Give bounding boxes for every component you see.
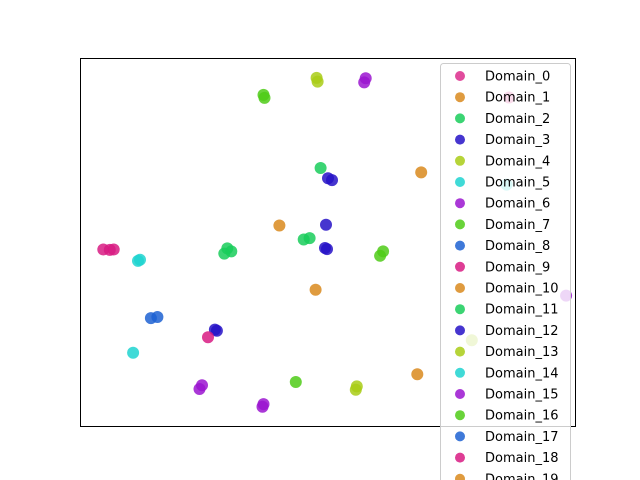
point-domain-1-1 [273,219,286,232]
legend-marker-domain-13 [455,346,465,357]
point-domain-5-2 [132,254,144,267]
legend-label-domain-1: Domain_1 [485,91,550,106]
legend-label-domain-18: Domain_18 [485,451,559,466]
legend-marker-domain-17 [455,431,465,442]
legend-label-domain-15: Domain_15 [485,388,559,403]
point-domain-4-1 [311,75,324,88]
legend-label-domain-10: Domain_10 [485,282,559,297]
legend-label-domain-5: Domain_5 [485,176,550,191]
legend-label-domain-0: Domain_0 [485,70,550,85]
legend-marker-domain-18 [455,452,465,463]
legend-marker-domain-3 [455,134,465,145]
point-domain-3-4 [321,243,333,256]
legend-label-domain-6: Domain_6 [485,197,550,212]
legend-label-domain-13: Domain_13 [485,345,559,360]
point-domain-7-3 [374,249,387,262]
legend-marker-domain-5 [455,177,465,187]
legend-label-domain-11: Domain_11 [485,303,559,318]
legend-label-domain-12: Domain_12 [485,324,559,339]
point-domain-1-2 [309,283,322,296]
plot-points [97,71,573,413]
legend-marker-domain-19 [455,473,465,480]
legend-marker-domain-15 [455,389,465,399]
point-domain-7-1 [258,91,271,104]
point-domain-4-3 [349,383,362,396]
legend-label-domain-19: Domain_19 [485,472,559,480]
legend-marker-domain-10 [455,283,465,293]
point-domain-5-3 [127,346,140,359]
legend-marker-domain-12 [455,325,465,336]
point-domain-9-3 [202,331,214,344]
legend-marker-domain-9 [455,261,465,272]
point-domain-3-1 [326,174,338,187]
legend-marker-domain-7 [455,219,465,230]
legend-marker-domain-16 [455,410,465,421]
legend-label-domain-8: Domain_8 [485,239,550,254]
legend-label-domain-16: Domain_16 [485,409,559,424]
legend-box [440,63,571,480]
legend-marker-domain-2 [455,113,465,124]
point-domain-9-2 [107,243,120,256]
point-domain-1-3 [411,368,424,381]
legend-label-domain-4: Domain_4 [485,154,550,169]
point-domain-3-2 [320,218,332,231]
point-domain-6-4 [193,383,206,395]
legend-marker-domain-4 [455,155,465,166]
legend-marker-domain-1 [455,92,465,103]
legend-label-domain-17: Domain_17 [485,430,559,445]
legend: Domain_0 Domain_1 Domain_2 Domain_3 Domain_4… [440,63,571,480]
point-domain-2-0 [314,162,327,174]
point-domain-2-5 [218,247,231,260]
legend-marker-domain-8 [455,240,465,251]
legend-label-domain-9: Domain_9 [485,260,550,275]
point-domain-2-2 [297,233,310,246]
legend-label-domain-7: Domain_7 [485,218,550,233]
point-domain-7-4 [289,376,302,388]
point-domain-6-6 [256,400,269,413]
legend-marker-domain-6 [455,198,465,209]
legend-label-domain-14: Domain_14 [485,366,559,381]
point-domain-8-1 [151,311,164,323]
legend-marker-domain-14 [455,367,465,378]
point-domain-3-6 [210,324,223,337]
legend-label-domain-2: Domain_2 [485,112,550,127]
legend-label-domain-3: Domain_3 [485,133,550,148]
point-domain-1-0 [415,166,428,179]
legend-marker-domain-0 [455,71,465,81]
point-domain-6-1 [358,76,371,89]
legend-marker-domain-11 [455,304,465,315]
plot-frame [80,58,576,427]
